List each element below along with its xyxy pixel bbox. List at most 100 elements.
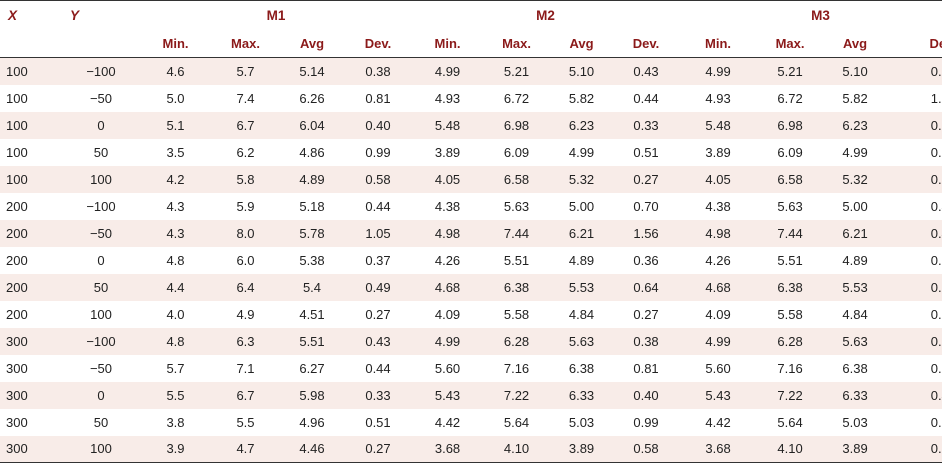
cell-m3-dev: 0.99: [887, 408, 942, 436]
cell-m1-dev: 1.05: [344, 219, 413, 247]
cell-m3-min: 4.05: [679, 165, 758, 193]
cell-m2-avg: 6.21: [550, 219, 614, 247]
cell-m2-min: 3.68: [412, 435, 484, 463]
cell-m1-min: 3.9: [140, 435, 211, 463]
table-body: 100 −100 4.6 5.7 5.14 0.38 4.99 5.21 5.10 0.43 4.9…: [0, 57, 942, 463]
cell-m1-avg: 5.38: [280, 246, 344, 274]
cell-m2-dev: 0.99: [613, 408, 680, 436]
cell-y: −50: [62, 84, 140, 112]
cell-m1-avg: 5.14: [280, 57, 344, 85]
cell-m3-avg: 3.89: [823, 435, 888, 463]
table-row: 300 0 5.5 6.7 5.98 0.33 5.43 7.22 6.33 0.40 5.43 7.…: [0, 381, 942, 409]
cell-m2-max: 6.28: [483, 327, 551, 355]
cell-x: 200: [0, 219, 62, 247]
header-y: Y: [62, 0, 140, 30]
cell-m1-max: 6.3: [211, 327, 280, 355]
cell-m2-dev: 0.44: [613, 84, 680, 112]
cell-m1-dev: 0.40: [344, 111, 413, 139]
cell-m2-min: 4.05: [412, 165, 484, 193]
cell-m1-dev: 0.27: [344, 300, 413, 328]
cell-m2-avg: 5.53: [550, 273, 614, 301]
cell-m2-dev: 0.27: [613, 165, 680, 193]
cell-m3-avg: 5.32: [823, 165, 888, 193]
cell-m2-max: 6.38: [483, 273, 551, 301]
table-row: 200 100 4.0 4.9 4.51 0.27 4.09 5.58 4.84 0.27 4.09…: [0, 300, 942, 328]
cell-m3-avg: 5.82: [823, 84, 888, 112]
cell-m2-max: 6.98: [483, 111, 551, 139]
cell-m1-avg: 6.04: [280, 111, 344, 139]
cell-y: 100: [62, 165, 140, 193]
cell-m3-max: 6.09: [757, 138, 824, 166]
cell-m3-avg: 6.23: [823, 111, 888, 139]
header-m3-min: Min.: [679, 30, 758, 58]
cell-m2-dev: 0.64: [613, 273, 680, 301]
cell-x: 300: [0, 435, 62, 463]
cell-m3-dev: 0.58: [887, 435, 942, 463]
header-m1-max: Max.: [211, 30, 280, 58]
cell-m2-dev: 0.40: [613, 381, 680, 409]
cell-m1-max: 4.9: [211, 300, 280, 328]
cell-m2-avg: 5.00: [550, 192, 614, 220]
cell-m3-min: 4.09: [679, 300, 758, 328]
cell-m3-avg: 4.84: [823, 300, 888, 328]
cell-x: 300: [0, 327, 62, 355]
cell-m2-avg: 4.84: [550, 300, 614, 328]
cell-m1-max: 5.5: [211, 408, 280, 436]
cell-m2-max: 6.58: [483, 165, 551, 193]
table-row: 200 50 4.4 6.4 5.4 0.49 4.68 6.38 5.53 0.64 4.68 6.…: [0, 273, 942, 301]
cell-m3-min: 4.68: [679, 273, 758, 301]
cell-m1-dev: 0.37: [344, 246, 413, 274]
cell-m1-avg: 4.51: [280, 300, 344, 328]
cell-m3-dev: 0.43: [887, 192, 942, 220]
cell-m2-max: 5.58: [483, 300, 551, 328]
cell-m3-max: 7.22: [757, 381, 824, 409]
cell-y: 0: [62, 111, 140, 139]
cell-m3-avg: 5.00: [823, 192, 888, 220]
cell-m3-max: 5.58: [757, 300, 824, 328]
cell-m2-max: 7.16: [483, 354, 551, 382]
cell-y: 50: [62, 273, 140, 301]
cell-m1-min: 5.0: [140, 84, 211, 112]
cell-m1-max: 6.7: [211, 381, 280, 409]
cell-m3-min: 4.99: [679, 57, 758, 85]
cell-m1-min: 4.8: [140, 327, 211, 355]
cell-m3-avg: 5.53: [823, 273, 888, 301]
cell-m1-min: 4.4: [140, 273, 211, 301]
cell-m3-min: 4.26: [679, 246, 758, 274]
cell-m2-min: 4.42: [412, 408, 484, 436]
cell-m3-avg: 4.89: [823, 246, 888, 274]
header-m2-avg: Avg: [550, 30, 614, 58]
cell-m3-avg: 6.21: [823, 219, 888, 247]
cell-m1-avg: 6.26: [280, 84, 344, 112]
header-sub-blank-x: [0, 30, 62, 58]
cell-y: −100: [62, 192, 140, 220]
cell-m1-min: 4.2: [140, 165, 211, 193]
cell-x: 300: [0, 381, 62, 409]
header-group-row: X Y M1 M2 M3: [0, 0, 942, 30]
cell-m1-min: 4.3: [140, 192, 211, 220]
cell-m1-avg: 4.96: [280, 408, 344, 436]
header-sub-blank-y: [62, 30, 140, 58]
table-row: 100 −50 5.0 7.4 6.26 0.81 4.93 6.72 5.82 0.44 4.93…: [0, 84, 942, 112]
cell-m1-dev: 0.27: [344, 435, 413, 463]
cell-m2-dev: 0.58: [613, 435, 680, 463]
cell-m2-min: 5.43: [412, 381, 484, 409]
header-group-m3: M3: [679, 0, 942, 30]
cell-y: −100: [62, 57, 140, 85]
cell-m1-min: 5.7: [140, 354, 211, 382]
cell-m2-min: 4.93: [412, 84, 484, 112]
header-m3-avg: Avg: [823, 30, 888, 58]
cell-y: −50: [62, 354, 140, 382]
cell-m3-min: 5.60: [679, 354, 758, 382]
cell-m3-max: 6.28: [757, 327, 824, 355]
cell-m2-min: 4.38: [412, 192, 484, 220]
cell-m3-min: 4.99: [679, 327, 758, 355]
cell-x: 200: [0, 246, 62, 274]
cell-m3-dev: 0.40: [887, 381, 942, 409]
header-m1-avg: Avg: [280, 30, 344, 58]
header-m1-min: Min.: [140, 30, 211, 58]
cell-m1-max: 6.4: [211, 273, 280, 301]
cell-m3-dev: 0.27: [887, 165, 942, 193]
cell-m2-dev: 0.43: [613, 57, 680, 85]
